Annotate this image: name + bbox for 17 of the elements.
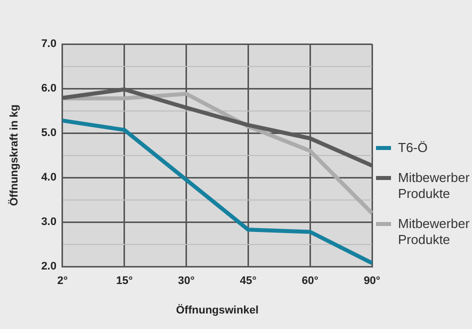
legend-label: T6-Ö (398, 140, 428, 156)
y-tick-label: 7.0 (41, 38, 56, 50)
y-axis-title: Öffnungskraft in kg (8, 104, 21, 206)
x-tick-label: 45° (240, 275, 257, 288)
x-tick-label: 2° (57, 275, 68, 288)
x-tick-label: 15° (116, 275, 133, 288)
y-tick-label: 5.0 (41, 127, 56, 140)
x-tick-label: 90° (364, 275, 380, 288)
legend-label: Mitbewerber Produkte (398, 216, 471, 248)
y-tick-label: 3.0 (41, 216, 56, 228)
x-axis-title: Öffnungswinkel (176, 303, 258, 316)
legend-label: Mitbewerber Produkte (398, 170, 471, 202)
y-tick-label: 4.0 (41, 172, 56, 184)
y-tick-label: 2.0 (41, 260, 56, 273)
x-tick-label: 30° (178, 275, 195, 288)
x-tick-label: 60° (302, 275, 318, 288)
y-tick-label: 6.0 (41, 82, 56, 95)
